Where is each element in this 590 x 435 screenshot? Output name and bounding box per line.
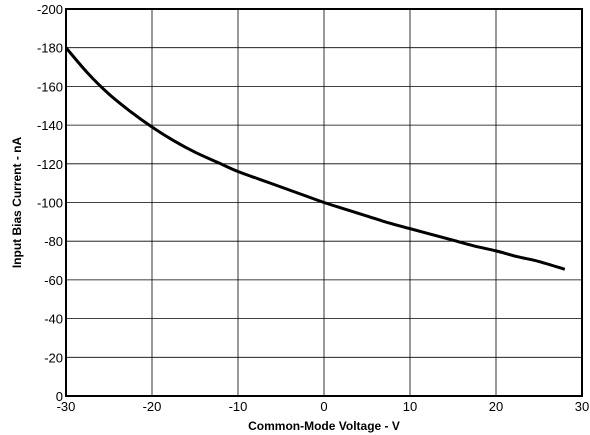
y-tick-label: -140 [37, 118, 63, 133]
y-axis-title: Input Bias Current - nA [10, 137, 24, 269]
y-tick-label: -160 [37, 79, 63, 94]
series-line [64, 46, 566, 271]
x-tick-label: -20 [143, 399, 162, 414]
x-axis-title: Common-Mode Voltage - V [248, 419, 400, 433]
y-tick-label: -180 [37, 41, 63, 56]
x-tick-labels: -30 -20 -10 0 10 20 30 [57, 399, 590, 414]
y-tick-label: -60 [44, 273, 63, 288]
y-tick-label: -80 [44, 234, 63, 249]
x-tick-label: 0 [320, 399, 327, 414]
y-tick-label: 0 [56, 389, 63, 404]
y-tick-label: -100 [37, 196, 63, 211]
y-tick-label: -20 [44, 350, 63, 365]
x-tick-label: 10 [403, 399, 417, 414]
series-curve-group [64, 46, 566, 271]
x-tick-label: 20 [489, 399, 503, 414]
plot-frame [65, 8, 583, 397]
y-tick-label: -40 [44, 312, 63, 327]
y-tick-labels: 0 -20 -40 -60 -80 -100 -120 -140 -160 -180 -200 [37, 2, 63, 404]
y-tick-label: -120 [37, 157, 63, 172]
x-tick-label: -30 [57, 399, 76, 414]
y-tick-label: -200 [37, 2, 63, 17]
x-tick-label: -10 [229, 399, 248, 414]
x-tick-label: 30 [575, 399, 589, 414]
